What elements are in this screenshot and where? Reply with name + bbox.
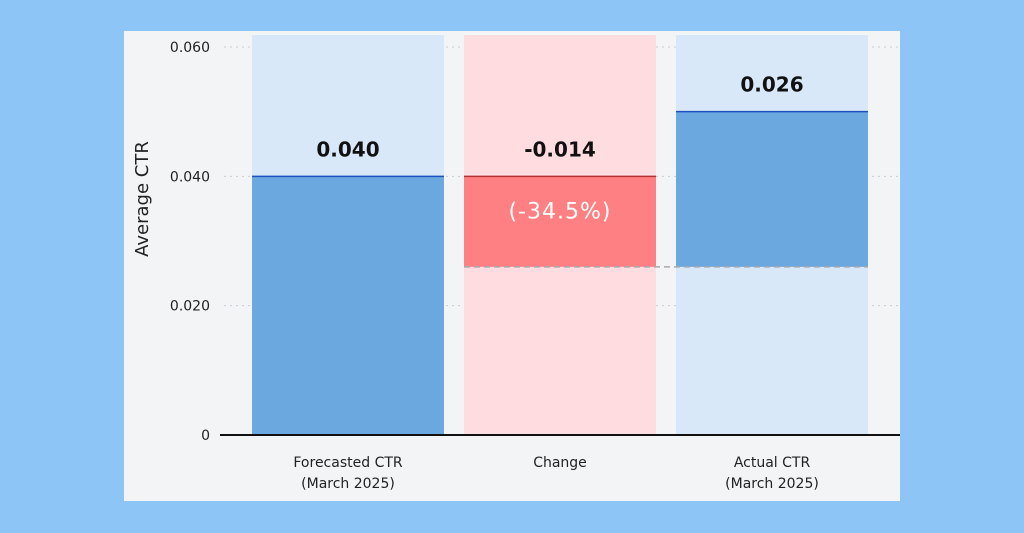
bars: 0.040 -0.014 (-34.5%) 0.026 [252,35,868,436]
category-label-2-1: (March 2025) [725,476,819,492]
bar-2 [676,111,868,267]
y-tick-label-3: 0.060 [170,40,210,56]
category-label-0-1: (March 2025) [301,476,395,492]
bar-1 [464,176,656,267]
chart-card: 0.040 -0.014 (-34.5%) 0.026 0 0.020 0.040 0.06… [124,31,900,501]
category-label-2-0: Actual CTR [734,455,811,471]
bar-0 [252,176,444,436]
value-label-2: 0.026 [740,73,803,97]
change-percent-label: (-34.5%) [509,199,612,224]
category-label-1-0: Change [533,455,587,471]
category-label-0-0: Forecasted CTR [293,455,403,471]
y-tick-label-0: 0 [201,428,210,444]
y-tick-label-1: 0.020 [170,299,210,315]
value-label-1: -0.014 [524,137,596,161]
y-tick-label-2: 0.040 [170,169,210,185]
waterfall-chart: 0.040 -0.014 (-34.5%) 0.026 0 0.020 0.040 0.06… [132,35,900,492]
y-axis-label: Average CTR [132,141,153,257]
value-label-0: 0.040 [316,137,379,161]
axes: 0 0.020 0.040 0.060 Forecasted CTR (March 202… [170,40,900,492]
